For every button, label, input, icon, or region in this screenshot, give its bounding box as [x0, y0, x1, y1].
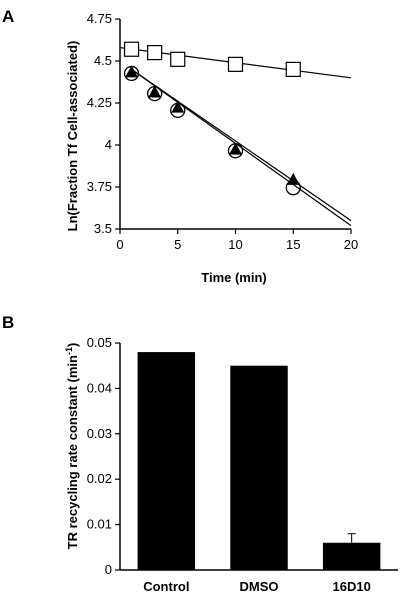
panel-b-y-axis-label-close: ) [65, 343, 80, 347]
panel-b-label: B [2, 313, 14, 332]
panel-b-y-tick-label: 0.04 [87, 380, 112, 395]
panel-a-y-axis-label: Ln(Fraction Tf Cell-associated) [65, 41, 80, 232]
panel-a-point-open-circle [227, 143, 244, 159]
panel-a-y-tick-label: 3.5 [94, 221, 112, 236]
panel-b-category-labels: Control DMSO 16D10 [143, 579, 371, 594]
panel-b-axes [119, 343, 398, 571]
panel-a-ticks: 0 5 10 15 20 3.5 3.75 4 4.25 4.5 4.75 [87, 11, 359, 252]
panel-a-x-tick-label: 0 [116, 237, 123, 252]
panel-a-fit-lines [119, 46, 352, 227]
panel-a-line-chart: A Ln(Fraction Tf Cell-associated) Time (… [2, 7, 358, 285]
panel-b-category-label: Control [143, 579, 189, 594]
panel-a-point-filled-triangle [148, 85, 162, 98]
panel-a-x-tick-label: 15 [286, 237, 300, 252]
panel-a-label: A [2, 7, 14, 26]
panel-a-x-tick-label: 20 [344, 237, 358, 252]
panel-a-point-open-circle [146, 85, 163, 102]
panel-a-point-open-square [123, 41, 140, 57]
panel-a-point-open-square [285, 61, 301, 78]
panel-b-bar-control [137, 352, 196, 570]
panel-a-x-tick-label: 5 [174, 237, 181, 252]
panel-a-point-open-circle [123, 65, 140, 82]
panel-b-bar-16d10 [322, 542, 381, 570]
panel-a-point-filled-triangle [125, 65, 139, 78]
panel-a-point-open-circle [285, 180, 301, 196]
panel-a-point-open-square [147, 44, 163, 61]
panel-a-y-tick-label: 4.75 [87, 11, 112, 26]
panel-b-ticks: 0 0.01 0.02 0.03 0.04 0.05 [87, 335, 120, 577]
panel-b-bar-chart: B TR recycling rate constant (min-1) 0 0.… [2, 313, 398, 594]
panel-a-point-open-square [227, 56, 244, 72]
panel-a-point-filled-triangle [171, 100, 185, 113]
panel-b-bars [137, 352, 381, 570]
panel-b-category-label: 16D10 [333, 579, 371, 594]
panel-a-fit-line-filled-triangle [131, 68, 352, 222]
panel-b-y-tick-label: 0.02 [87, 471, 112, 486]
panel-b-y-axis-label: TR recycling rate constant (min-1) [64, 343, 80, 550]
panel-a-y-tick-label: 4.25 [87, 95, 112, 110]
panel-b-bar-dmso [230, 365, 288, 570]
panel-b-category-label: DMSO [240, 579, 279, 594]
panel-a-x-tick-label: 10 [228, 237, 242, 252]
panel-b-y-axis-label-superscript: -1 [64, 347, 74, 355]
panel-b-y-axis-label-main: TR recycling rate constant (min [65, 355, 80, 549]
panel-a-y-tick-label: 3.75 [87, 179, 112, 194]
panel-a-data-points [123, 41, 301, 196]
panel-a-point-open-square [170, 51, 186, 67]
panel-a-y-tick-label: 4 [105, 137, 112, 152]
panel-a-x-axis-label: Time (min) [201, 270, 267, 285]
panel-a-point-filled-triangle [229, 142, 242, 155]
panel-b-y-tick-label: 0.05 [87, 335, 112, 350]
panel-b-y-tick-label: 0 [105, 562, 112, 577]
panel-a-point-open-circle [170, 102, 186, 119]
panel-b-y-tick-label: 0.03 [87, 426, 112, 441]
panel-a-y-tick-label: 4.5 [94, 53, 112, 68]
panel-b-y-tick-label: 0.01 [87, 517, 112, 532]
